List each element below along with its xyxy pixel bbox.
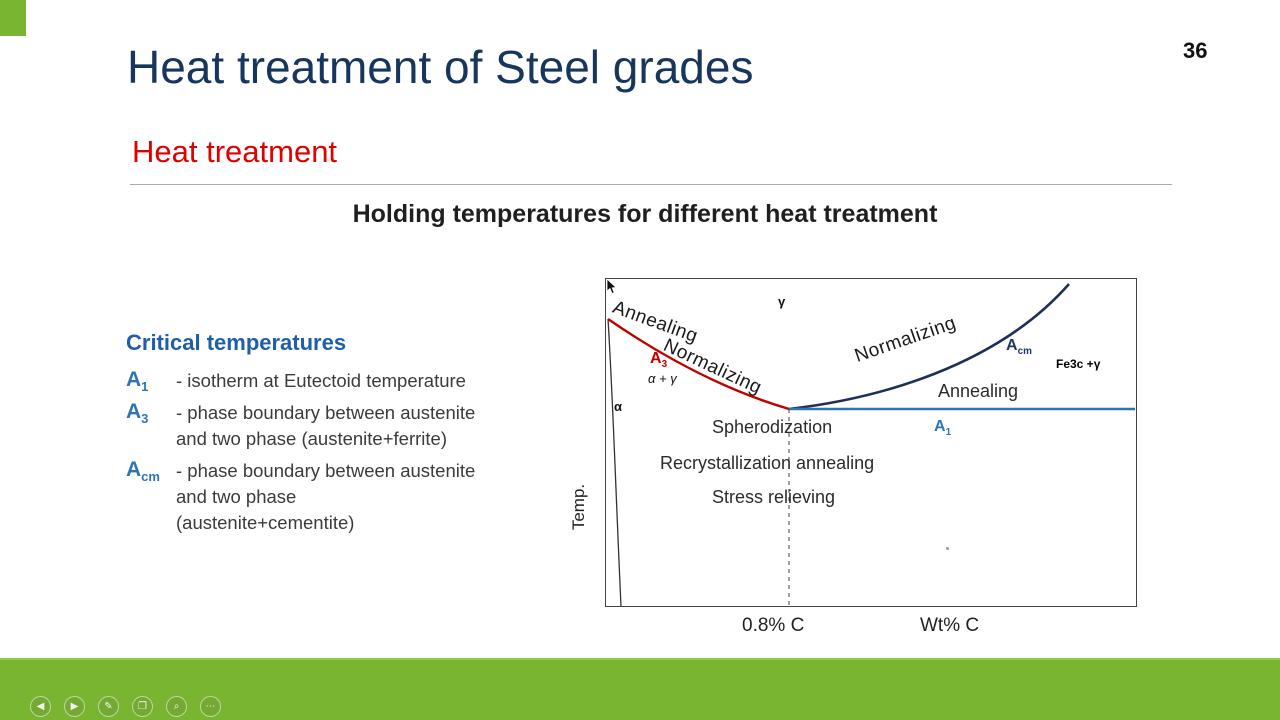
acm-curve-label: Acm (1006, 337, 1032, 358)
diagram-title: Holding temperatures for different heat … (352, 200, 938, 228)
more-options-icon[interactable]: ⋯ (200, 696, 221, 717)
a1-symbol: A1 (126, 368, 149, 395)
spherodization-label: Spherodization (712, 417, 833, 437)
critical-item-a3: A3 - phase boundary between austenite an… (126, 400, 576, 452)
gamma-region-label: γ (778, 294, 786, 309)
critical-item-acm: Acm - phase boundary between austenite a… (126, 458, 576, 536)
x-axis-tick-label: 0.8% C (742, 615, 805, 636)
slide-number: 36 (1183, 38, 1208, 63)
a3-symbol: A3 (126, 400, 149, 427)
a1-line-label: A1 (934, 418, 952, 439)
theme-corner-accent (0, 0, 26, 36)
y-axis-label: Temp. (569, 483, 589, 531)
alpha-boundary-line (607, 318, 622, 606)
fe3c-region-label: Fe3c +γ (1056, 357, 1101, 371)
a3-curve (607, 318, 790, 411)
alpha-gamma-region-label: α + γ (648, 371, 677, 386)
a3-definition: - phase boundary between austenite and t… (176, 402, 476, 450)
alpha-region-label: α (614, 399, 622, 414)
acm-symbol: Acm (126, 457, 160, 485)
recrystallization-annealing-label: Recrystallization annealing (660, 453, 875, 473)
presentation-toolbar: ◀ ▶ ✎ ❐ ⌕ ⋯ (0, 658, 1280, 720)
subtitle-divider (130, 184, 1172, 185)
acm-curve (788, 283, 1070, 411)
critical-item-a1: A1 - isotherm at Eutectoid temperature (126, 368, 576, 394)
slide-title: Heat treatment of Steel grades (127, 41, 754, 93)
x-axis-label: Wt% C (920, 615, 980, 636)
slides-overview-icon[interactable]: ❐ (132, 696, 153, 717)
phase-diagram: Annealing Normalizing A3 α + γ α γ Norma… (605, 278, 1137, 607)
next-slide-icon[interactable]: ▶ (64, 696, 85, 717)
stray-dot (946, 547, 949, 550)
pen-icon[interactable]: ✎ (98, 696, 119, 717)
acm-definition: - phase boundary between austenite and t… (176, 459, 476, 533)
zoom-icon[interactable]: ⌕ (166, 696, 187, 717)
stress-relieving-label: Stress relieving (712, 487, 836, 507)
critical-temperatures-heading: Critical temperatures (126, 330, 347, 355)
a3-curve-label: A3 (650, 350, 668, 371)
slide-subtitle: Heat treatment (132, 134, 338, 169)
annealing-right-label: Annealing (938, 381, 1019, 401)
critical-temperatures-block: Critical temperatures A1 - isotherm at E… (126, 330, 576, 542)
toolbar-icon-group: ◀ ▶ ✎ ❐ ⌕ ⋯ (30, 696, 221, 717)
a1-definition: - isotherm at Eutectoid temperature (176, 370, 466, 391)
phase-diagram-curves (607, 283, 1135, 606)
previous-slide-icon[interactable]: ◀ (30, 696, 51, 717)
mouse-cursor-icon (606, 279, 617, 295)
